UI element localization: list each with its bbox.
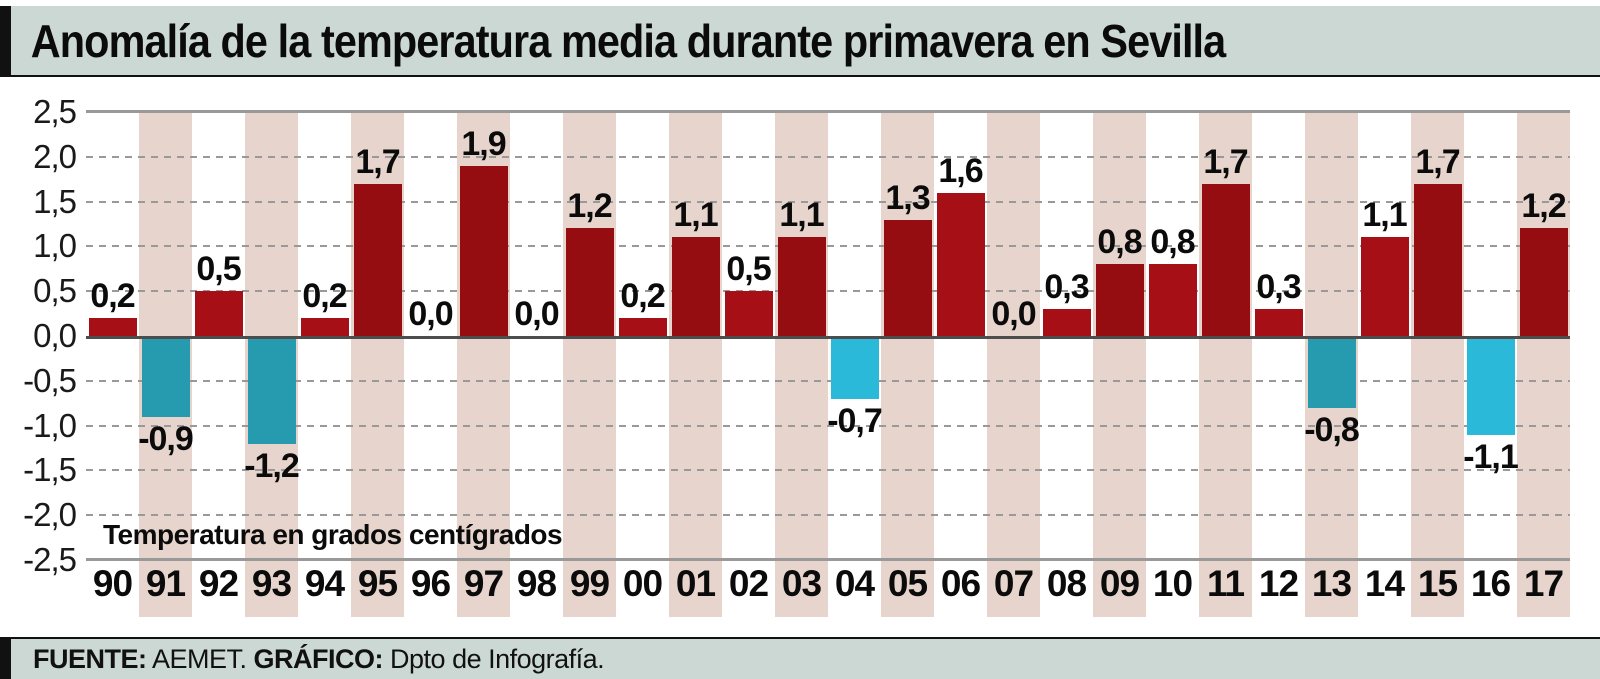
value-label: 1,7 <box>323 144 433 180</box>
value-label: 0,5 <box>694 251 804 287</box>
y-axis-tick: -1,0 <box>0 407 76 445</box>
value-label: 1,2 <box>1489 188 1599 224</box>
bar-positive <box>619 318 667 336</box>
background-stripe <box>669 110 722 617</box>
value-label: 1,1 <box>747 197 857 233</box>
value-label: 0,2 <box>58 278 168 314</box>
y-axis-tick: -2,5 <box>0 541 76 579</box>
y-axis-tick: 1,5 <box>0 183 76 221</box>
bar-positive <box>301 318 349 336</box>
y-axis-tick: -1,5 <box>0 451 76 489</box>
value-label: 0,3 <box>1012 269 1122 305</box>
value-label: 1,2 <box>535 188 645 224</box>
year-label: 91 <box>139 564 192 604</box>
chart-title: Anomalía de la temperatura media durante… <box>11 14 1225 68</box>
year-label: 12 <box>1252 564 1305 604</box>
year-label: 13 <box>1305 564 1358 604</box>
bar-positive <box>89 318 137 336</box>
value-label: -1,1 <box>1436 439 1546 475</box>
y-axis-tick: 2,0 <box>0 138 76 176</box>
bar-positive <box>1361 237 1409 336</box>
bar-positive <box>725 291 773 336</box>
title-bar: Anomalía de la temperatura media durante… <box>0 6 1600 77</box>
value-label: -0,7 <box>800 403 910 439</box>
value-label: 1,1 <box>641 197 751 233</box>
value-label: 0,2 <box>270 278 380 314</box>
value-label: -0,9 <box>111 421 221 457</box>
background-stripe <box>1093 110 1146 617</box>
background-stripe <box>1517 110 1570 617</box>
bar-negative <box>248 339 296 444</box>
footer-bar: FUENTE: AEMET. GRÁFICO: Dpto de Infograf… <box>0 637 1600 679</box>
year-label: 04 <box>828 564 881 604</box>
value-label: 0,2 <box>588 278 698 314</box>
bar-negative <box>1467 339 1515 435</box>
bar-negative <box>831 339 879 399</box>
source-label: FUENTE: <box>33 644 147 674</box>
year-label: 94 <box>298 564 351 604</box>
y-axis-tick: -2,0 <box>0 496 76 534</box>
year-label: 97 <box>457 564 510 604</box>
credit-label: GRÁFICO: <box>254 644 383 674</box>
year-label: 00 <box>616 564 669 604</box>
background-stripe <box>775 110 828 617</box>
year-label: 11 <box>1199 564 1252 604</box>
value-label: 1,6 <box>906 153 1016 189</box>
source-credit: FUENTE: AEMET. GRÁFICO: Dpto de Infograf… <box>11 644 604 675</box>
year-label: 16 <box>1464 564 1517 604</box>
value-label: 0,5 <box>164 251 274 287</box>
year-label: 09 <box>1093 564 1146 604</box>
source-value: AEMET. <box>147 644 254 674</box>
value-label: 1,1 <box>1330 197 1440 233</box>
plot-bottom-border <box>86 558 1570 561</box>
year-label: 93 <box>245 564 298 604</box>
year-label: 02 <box>722 564 775 604</box>
year-label: 99 <box>563 564 616 604</box>
year-label: 08 <box>1040 564 1093 604</box>
value-label: 0,8 <box>1118 224 1228 260</box>
year-label: 10 <box>1146 564 1199 604</box>
bar-negative <box>142 339 190 417</box>
bar-positive <box>884 220 932 336</box>
chart-note: Temperatura en grados centígrados <box>103 519 562 551</box>
year-label: 98 <box>510 564 563 604</box>
y-axis-tick: 2,5 <box>0 93 76 131</box>
bar-positive <box>1255 309 1303 336</box>
year-label: 07 <box>987 564 1040 604</box>
y-axis-tick: -0,5 <box>0 362 76 400</box>
year-label: 06 <box>934 564 987 604</box>
year-label: 96 <box>404 564 457 604</box>
bar-positive <box>1149 264 1197 336</box>
year-label: 01 <box>669 564 722 604</box>
credit-value: Dpto de Infografía. <box>383 644 604 674</box>
value-label: 0,0 <box>482 296 592 332</box>
year-label: 90 <box>86 564 139 604</box>
value-label: -0,8 <box>1277 412 1387 448</box>
value-label: 0,0 <box>376 296 486 332</box>
gridline <box>86 156 1570 158</box>
year-label: 03 <box>775 564 828 604</box>
bar-negative <box>1308 339 1356 408</box>
plot-area: Temperatura en grados centígrados 0,290-… <box>86 110 1570 570</box>
year-label: 95 <box>351 564 404 604</box>
value-label: 1,9 <box>429 126 539 162</box>
value-label: 0,3 <box>1224 269 1334 305</box>
year-label: 14 <box>1358 564 1411 604</box>
year-label: 92 <box>192 564 245 604</box>
year-label: 15 <box>1411 564 1464 604</box>
gridline <box>86 514 1570 516</box>
value-label: 1,7 <box>1171 144 1281 180</box>
y-axis-tick: 0,0 <box>0 317 76 355</box>
year-label: 05 <box>881 564 934 604</box>
year-label: 17 <box>1517 564 1570 604</box>
bar-positive <box>195 291 243 336</box>
gridline <box>86 245 1570 247</box>
value-label: 1,7 <box>1383 144 1493 180</box>
value-label: -1,2 <box>217 448 327 484</box>
bar-positive <box>1520 228 1568 336</box>
y-axis-tick: 1,0 <box>0 227 76 265</box>
background-stripe <box>563 110 616 617</box>
plot-top-border <box>86 110 1570 113</box>
